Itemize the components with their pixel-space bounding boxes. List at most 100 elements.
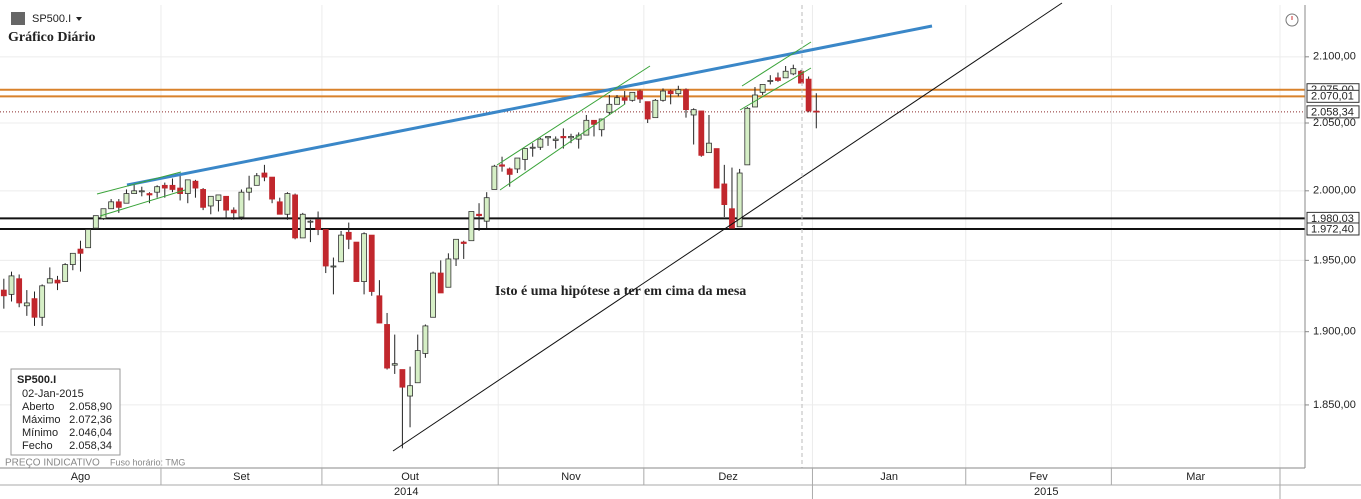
- chart-title: Gráfico Diário: [8, 30, 95, 45]
- candle-body: [146, 193, 153, 196]
- x-tick-label: Dez: [718, 471, 738, 483]
- candle-body: [606, 103, 613, 113]
- candle-body: [154, 186, 161, 193]
- footer-note: PREÇO INDICATIVO: [5, 458, 100, 469]
- candle-body: [69, 252, 76, 265]
- year-label: 2015: [1034, 486, 1058, 498]
- candle-body: [729, 208, 735, 229]
- channel-line: [741, 41, 812, 87]
- candle-body: [706, 142, 712, 154]
- year-label: 2014: [394, 486, 418, 498]
- x-tick-label: Fev: [1029, 471, 1048, 483]
- candle-body: [307, 220, 314, 223]
- candle-body: [184, 179, 191, 194]
- info-value: 2.058,90: [69, 401, 112, 413]
- candle-body: [261, 172, 268, 178]
- info-label: Mínimo: [22, 427, 58, 439]
- candle-body: [269, 176, 275, 200]
- y-tick-label: 1.900,00: [1313, 326, 1356, 338]
- symbol: SP500.I: [32, 13, 71, 25]
- candle-body: [667, 90, 674, 95]
- info-label: Aberto: [22, 401, 54, 413]
- level-label: 1.972,40: [1311, 223, 1354, 235]
- candle-body: [782, 70, 789, 79]
- candle-body: [736, 172, 743, 228]
- candle-body: [437, 272, 444, 294]
- candle-body: [54, 279, 61, 284]
- footer-timezone: Fuso horário: TMG: [110, 457, 185, 467]
- info-label: Fecho: [22, 440, 53, 452]
- level-label-box: [1306, 222, 1360, 236]
- candle-body: [499, 164, 505, 167]
- candle-body: [138, 190, 145, 193]
- candle-body: [384, 324, 390, 369]
- channel-line: [99, 189, 186, 217]
- support-line: [392, 2, 1063, 452]
- info-value: 2.072,36: [69, 414, 112, 426]
- candle-body: [92, 215, 99, 229]
- x-tick-label: Mar: [1186, 471, 1205, 483]
- candle-body: [660, 90, 666, 101]
- candle-body: [108, 201, 115, 210]
- dropdown[interactable]: [76, 17, 82, 21]
- x-tick-label: Ago: [71, 471, 91, 483]
- candle-body: [353, 241, 360, 282]
- candle-body: [798, 70, 804, 84]
- candle-body: [62, 264, 69, 282]
- candle-body: [468, 211, 475, 242]
- candle-body: [223, 195, 230, 211]
- candle-body: [215, 194, 222, 201]
- candle-body: [0, 289, 7, 297]
- candle-body: [614, 97, 620, 105]
- candle-body: [161, 184, 168, 189]
- x-tick-label: Set: [233, 471, 250, 483]
- candle-body: [131, 190, 138, 194]
- candle-body: [698, 110, 705, 156]
- candle-body: [744, 107, 751, 166]
- symbol-icon: [11, 12, 25, 25]
- info-symbol: SP500.I: [17, 374, 56, 386]
- candle-body: [537, 138, 544, 148]
- candle-body: [115, 201, 122, 208]
- candle-body: [690, 109, 697, 116]
- info-value: 2.058,34: [69, 440, 112, 452]
- level-label: 2.070,01: [1311, 91, 1354, 103]
- channel-line: [96, 171, 182, 195]
- candle-body: [445, 258, 452, 288]
- candle-body: [284, 193, 291, 215]
- candle-body: [23, 302, 30, 307]
- candle-body: [322, 229, 329, 267]
- candle-body: [529, 146, 536, 149]
- channel-line: [499, 103, 626, 191]
- candle-body: [315, 219, 321, 230]
- candle-body: [583, 119, 590, 136]
- info-value: 2.046,04: [69, 427, 112, 439]
- candle-body: [629, 91, 636, 101]
- y-tick-label: 1.950,00: [1313, 254, 1356, 266]
- level-label-box: [1306, 89, 1360, 103]
- candle-body: [407, 385, 413, 397]
- candle-body: [422, 325, 429, 354]
- trend-line: [126, 24, 933, 187]
- candle-body: [453, 238, 459, 260]
- candle-body: [16, 278, 23, 304]
- candle-body: [591, 119, 597, 125]
- annotation: Isto é uma hipótese a ter em cima da mes…: [495, 284, 746, 299]
- candle-body: [568, 136, 574, 139]
- candle-body: [759, 84, 766, 93]
- x-tick-label: Out: [401, 471, 419, 483]
- candle-body: [361, 233, 367, 282]
- candle-body: [276, 201, 283, 215]
- channel-line: [496, 65, 651, 166]
- candle-body: [345, 231, 352, 240]
- candle-body: [246, 187, 253, 193]
- info-rows: Aberto 2.058,90 Máximo 2.072,36 Mínimo 2.046,…: [22, 401, 112, 452]
- candle-body: [46, 278, 53, 284]
- candle-body: [192, 180, 199, 189]
- candle-body: [790, 68, 797, 75]
- candle-body: [598, 118, 605, 131]
- candle-body: [483, 197, 490, 222]
- candle-body: [506, 168, 513, 175]
- candle-body: [292, 194, 298, 239]
- y-tick-label: 2.100,00: [1313, 51, 1356, 63]
